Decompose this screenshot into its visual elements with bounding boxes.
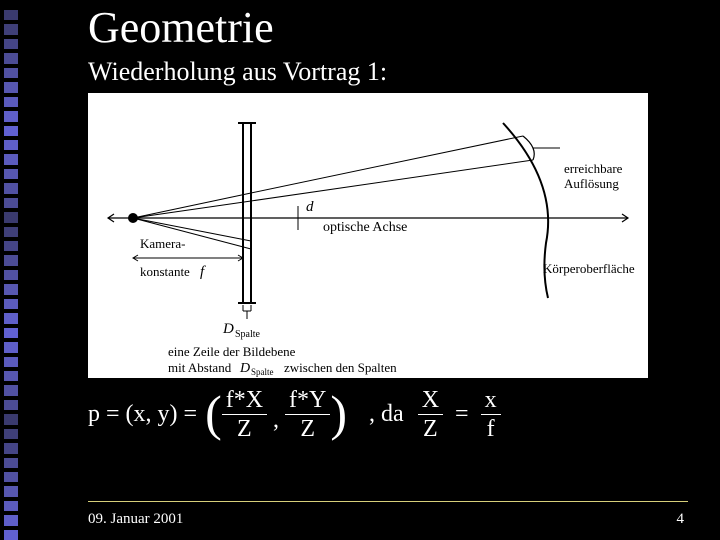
label-kamera2: konstante — [140, 264, 190, 279]
label-axis: optische Achse — [323, 220, 407, 235]
sidebar-square — [4, 255, 18, 265]
bracket-close: ) — [330, 393, 351, 433]
caption-D-sub: Spalte — [251, 367, 274, 377]
sidebar-square — [4, 414, 18, 424]
sidebar-square — [4, 212, 18, 222]
sidebar-square — [4, 10, 18, 20]
sidebar-square — [4, 169, 18, 179]
label-res2: Auflösung — [564, 176, 619, 191]
sidebar-square — [4, 472, 18, 482]
sidebar-square — [4, 515, 18, 525]
label-D: D — [222, 321, 234, 337]
sidebar-square — [4, 313, 18, 323]
footer-line — [88, 501, 688, 502]
sidebar-square — [4, 111, 18, 121]
sidebar-squares — [0, 0, 22, 540]
sidebar-square — [4, 299, 18, 309]
frac-2: f*Y Z — [285, 388, 330, 441]
frac-3: X Z — [418, 388, 443, 441]
slide-content: Geometrie Wiederholung aus Vortrag 1: — [88, 0, 698, 540]
sidebar-square — [4, 486, 18, 496]
sidebar-square — [4, 241, 18, 251]
frac-1: f*X Z — [222, 388, 267, 441]
sidebar-square — [4, 357, 18, 367]
caption-b: mit Abstand — [168, 360, 232, 375]
label-res1: erreichbare — [564, 161, 623, 176]
label-surface: Körperoberfläche — [543, 261, 635, 276]
label-D-sub: Spalte — [235, 329, 261, 340]
sidebar-square — [4, 126, 18, 136]
label-f: f — [200, 264, 206, 280]
frac-4: x f — [481, 388, 501, 441]
label-d: d — [306, 199, 314, 215]
sidebar-square — [4, 284, 18, 294]
sidebar-square — [4, 140, 18, 150]
sidebar-square — [4, 198, 18, 208]
comma: , — [267, 407, 285, 434]
sidebar-square — [4, 270, 18, 280]
sidebar-square — [4, 154, 18, 164]
caption-D: D — [239, 361, 250, 376]
bracket-open: ( — [197, 393, 222, 433]
caption-a: eine Zeile der Bildebene — [168, 344, 296, 359]
optics-diagram: d optische Achse Kamera- konstante f err… — [88, 93, 648, 378]
sidebar-square — [4, 501, 18, 511]
label-kamera1: Kamera- — [140, 236, 185, 251]
sidebar-square — [4, 82, 18, 92]
sidebar-square — [4, 458, 18, 468]
slide-title: Geometrie — [88, 2, 698, 53]
sidebar-square — [4, 227, 18, 237]
da-text: , da — [351, 401, 418, 428]
sidebar-square — [4, 68, 18, 78]
formula-lhs: p = (x, y) = — [88, 401, 197, 428]
sidebar-square — [4, 342, 18, 352]
sidebar-square — [4, 371, 18, 381]
sidebar-square — [4, 53, 18, 63]
caption-c: zwischen den Spalten — [284, 360, 397, 375]
sidebar-square — [4, 429, 18, 439]
sidebar-square — [4, 39, 18, 49]
sidebar-square — [4, 530, 18, 540]
slide-subtitle: Wiederholung aus Vortrag 1: — [88, 57, 698, 87]
footer-date: 09. Januar 2001 — [88, 511, 183, 528]
formula: p = (x, y) = ( f*X Z , f*Y Z ) , da X Z … — [88, 388, 698, 441]
sidebar-square — [4, 385, 18, 395]
sidebar-square — [4, 443, 18, 453]
sidebar-square — [4, 24, 18, 34]
sidebar-square — [4, 328, 18, 338]
footer-page: 4 — [677, 511, 685, 528]
sidebar-square — [4, 400, 18, 410]
sidebar-square — [4, 183, 18, 193]
eq-sign: = — [443, 401, 481, 428]
sidebar-square — [4, 97, 18, 107]
